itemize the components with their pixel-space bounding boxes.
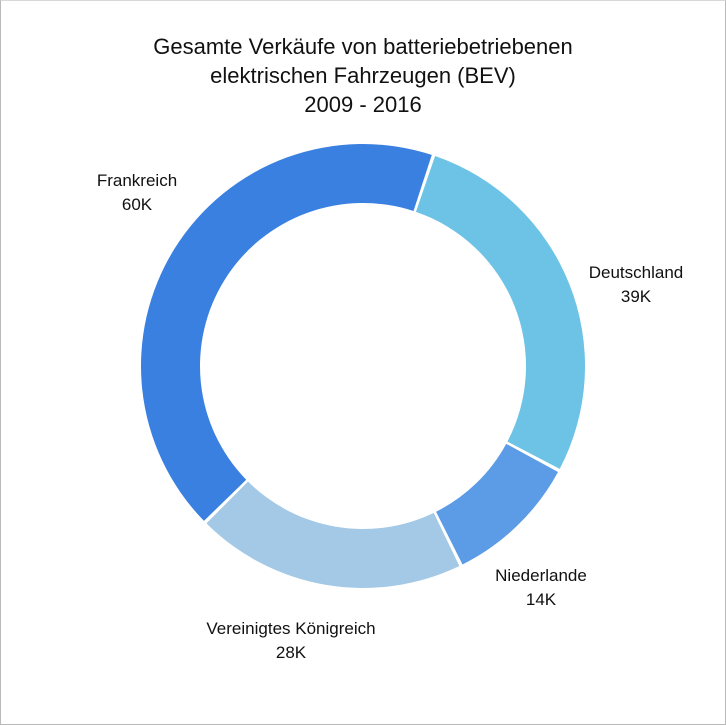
slice-value-label: 60K [122,195,153,214]
slice-value-label: 28K [276,643,307,662]
slice-name-label: Vereinigtes Königreich [206,619,375,638]
slice-niederlande [436,443,559,565]
slice-value-label: 14K [526,590,557,609]
chart-title-line-3: 2009 - 2016 [304,92,422,117]
chart-title-line-2: elektrischen Fahrzeugen (BEV) [210,63,516,88]
chart-title-line-1: Gesamte Verkäufe von batteriebetriebenen [153,34,573,59]
slice-value-label: 39K [621,287,652,306]
slice-name-label: Frankreich [97,171,177,190]
slice-name-label: Niederlande [495,566,587,585]
slice-deutschland [415,156,585,469]
slice-vereinigtes-k-nigreich [206,481,460,588]
slice-frankreich [140,143,432,521]
slice-name-label: Deutschland [589,263,684,282]
